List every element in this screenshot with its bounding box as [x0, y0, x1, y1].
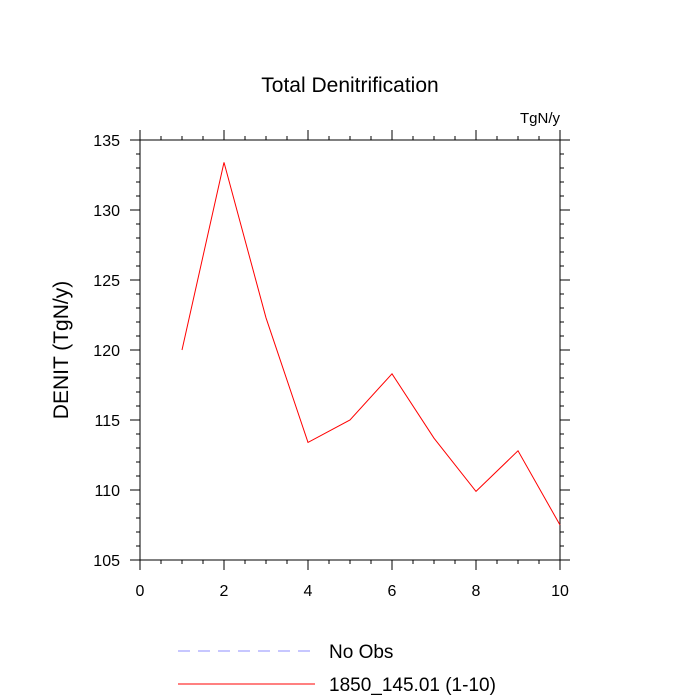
- data-point: [517, 449, 520, 452]
- x-tick-label: 6: [388, 583, 397, 600]
- x-tick-label: 8: [472, 583, 481, 600]
- data-point: [307, 441, 310, 444]
- y-axis-label: DENIT (TgN/y): [50, 281, 73, 419]
- data-point: [391, 372, 394, 375]
- x-tick-label: 4: [304, 583, 313, 600]
- series-line: [181, 162, 561, 526]
- data-point: [223, 161, 226, 164]
- y-tick-label: 135: [93, 133, 120, 150]
- chart-title: Total Denitrification: [261, 74, 438, 97]
- units-label: TgN/y: [520, 110, 561, 127]
- y-tick-label: 115: [94, 413, 120, 430]
- y-tick-label: 130: [93, 203, 120, 220]
- data-point: [265, 316, 268, 319]
- legend-label: 1850_145.01 (1-10): [329, 675, 496, 696]
- y-tick-label: 125: [93, 273, 120, 290]
- data-point: [475, 490, 478, 493]
- legend-label: No Obs: [329, 642, 393, 663]
- plot-frame: [139, 139, 561, 561]
- legend: No Obs 1850_145.01 (1-10): [178, 642, 496, 696]
- x-tick-label: 0: [136, 583, 145, 600]
- x-tick-label: 10: [551, 583, 569, 600]
- plot-area: 0 2 4 6 8 10 105 110 115 120 125 130 135: [93, 130, 570, 600]
- y-tick-label: 120: [93, 343, 120, 360]
- y-tick-label: 105: [93, 553, 120, 570]
- x-tick-label: 2: [220, 583, 229, 600]
- data-point: [559, 524, 562, 527]
- data-point: [349, 419, 352, 422]
- y-tick-label: 110: [94, 483, 120, 500]
- data-point: [181, 349, 184, 352]
- data-point: [433, 437, 436, 440]
